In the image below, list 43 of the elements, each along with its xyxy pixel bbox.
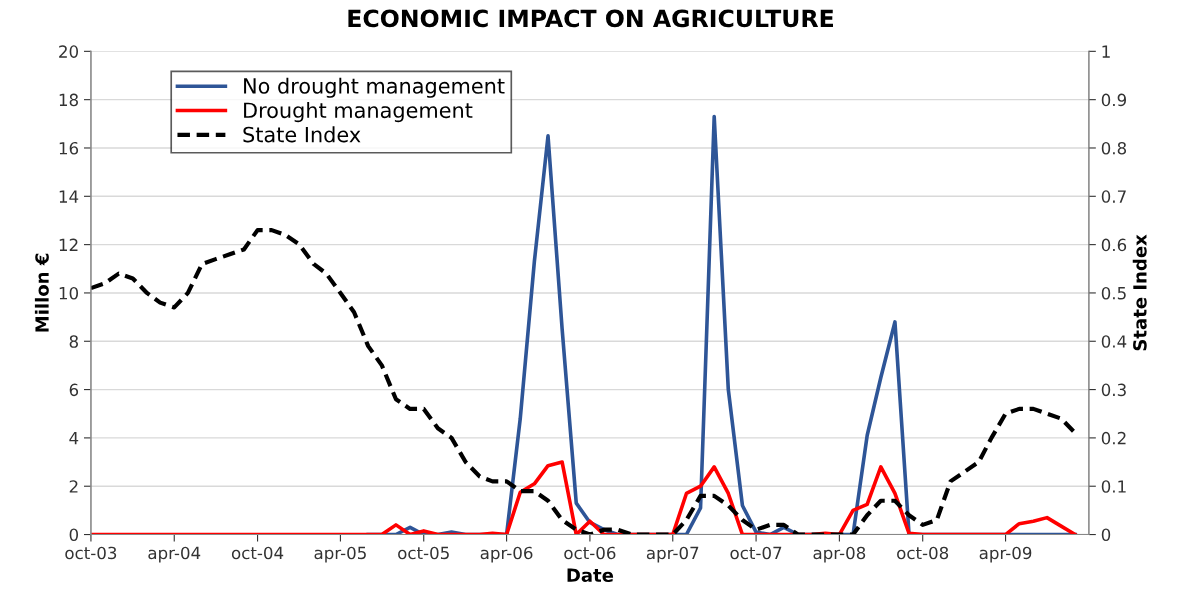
y2-tick-label: 0.2 — [1101, 431, 1126, 445]
y-tick-label: 12 — [59, 238, 78, 251]
y2-tick-label: 0.7 — [1101, 190, 1126, 203]
y2-tick-label: 0.4 — [1101, 335, 1127, 348]
y-axis-title: Millon € — [34, 253, 49, 332]
x-tick-label: oct-04 — [231, 546, 284, 560]
y-tick-label: 2 — [69, 480, 78, 493]
y2-tick-label: 0.8 — [1101, 141, 1127, 155]
x-axis-title: Date — [567, 568, 614, 583]
y2-axis-title: State Index — [1132, 234, 1147, 351]
y2-tick-label: 0.6 — [1101, 238, 1127, 252]
x-tick-label: oct-05 — [398, 546, 449, 560]
line-series — [90, 460, 1078, 535]
y-tick-label: 10 — [59, 286, 79, 300]
x-tick-label: apr-09 — [979, 546, 1032, 563]
y-tick-label: 6 — [69, 383, 79, 397]
y-tick-label: 20 — [59, 45, 79, 58]
y-tick-label: 14 — [59, 190, 79, 203]
chart-title: ECONOMIC IMPACT ON AGRICULTURE — [348, 9, 833, 28]
y-tick-label: 0 — [69, 528, 79, 542]
y2-tick-label: 0.5 — [1101, 286, 1126, 300]
legend-label: Drought management — [244, 102, 473, 123]
x-tick-label: oct-06 — [564, 546, 616, 560]
y-tick-label: 8 — [69, 335, 78, 348]
legend-label: No drought management — [244, 77, 505, 98]
x-tick-label: oct-03 — [65, 546, 117, 560]
legend-label: State Index — [243, 126, 361, 143]
y2-tick-label: 0.3 — [1101, 383, 1126, 397]
y2-tick-label: 1 — [1102, 45, 1110, 58]
x-tick-label: apr-05 — [314, 546, 366, 563]
x-tick-label: apr-08 — [813, 546, 866, 563]
y2-tick-label: 0.1 — [1101, 480, 1126, 493]
y-tick-label: 18 — [59, 93, 78, 107]
x-tick-label: oct-07 — [730, 546, 782, 560]
y2-tick-label: 0.9 — [1101, 93, 1127, 107]
x-tick-label: apr-04 — [148, 546, 201, 563]
line-series — [90, 228, 1078, 535]
y-tick-label: 16 — [59, 141, 79, 155]
x-tick-label: apr-06 — [480, 546, 533, 563]
x-tick-label: apr-07 — [646, 546, 699, 563]
y-tick-label: 4 — [69, 432, 79, 445]
x-tick-label: oct-08 — [897, 546, 949, 560]
y2-tick-label: 0 — [1101, 528, 1111, 542]
